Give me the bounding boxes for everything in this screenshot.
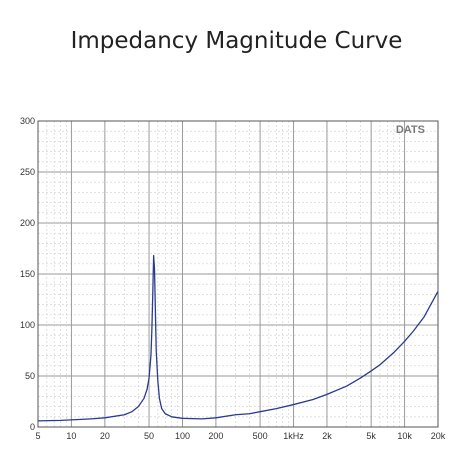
chart-title: Impedancy Magnitude Curve (70, 28, 403, 54)
x-tick-label: 50 (144, 431, 154, 441)
x-tick-label: 500 (253, 431, 268, 441)
x-tick-label: 200 (208, 431, 223, 441)
x-tick-label: 5 (35, 431, 40, 441)
y-tick-label: 200 (20, 218, 35, 228)
y-tick-label: 50 (25, 371, 35, 381)
x-tick-label: 10 (66, 431, 76, 441)
y-tick-label: 0 (30, 422, 35, 432)
x-tick-label: 10k (397, 431, 412, 441)
x-tick-label: 5k (366, 431, 376, 441)
y-tick-label: 150 (20, 269, 35, 279)
y-tick-label: 300 (20, 116, 35, 126)
x-tick-label: 1kHz (283, 431, 304, 441)
x-tick-label: 20k (431, 431, 446, 441)
x-tick-label: 20 (100, 431, 110, 441)
x-tick-label: 2k (322, 431, 332, 441)
y-tick-label: 100 (20, 320, 35, 330)
x-tick-label: 100 (175, 431, 190, 441)
plot-frame (37, 120, 439, 428)
y-tick-label: 250 (20, 167, 35, 177)
dats-watermark: DATS (396, 124, 425, 136)
impedance-curve (37, 254, 439, 422)
